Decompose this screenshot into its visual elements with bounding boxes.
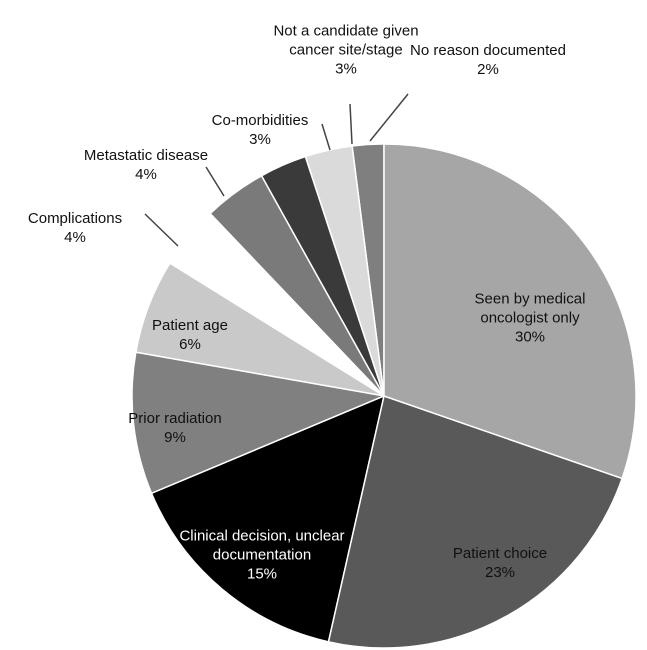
percent-label: 23% xyxy=(484,564,516,581)
slice-label: Seen by medical oncologist only 30% xyxy=(445,290,615,347)
category-label: Metastatic disease xyxy=(83,147,209,164)
percent-label: 2% xyxy=(477,61,499,78)
slice-label: Not a candidate given cancer site/stage 3… xyxy=(251,22,441,79)
category-label: Not a candidate given cancer site/stage xyxy=(273,22,419,59)
slice-label: No reason documented 2% xyxy=(393,41,583,79)
percent-label: 9% xyxy=(164,429,186,446)
slice-label: Metastatic disease 4% xyxy=(51,146,241,184)
leader-lines xyxy=(144,93,409,247)
leader-line xyxy=(369,93,409,142)
leader-line xyxy=(349,103,353,145)
pie-slice xyxy=(327,395,624,649)
percent-label: 6% xyxy=(179,336,201,353)
category-label: Co-morbidities xyxy=(211,112,309,129)
percent-label: 4% xyxy=(135,166,157,183)
category-label: No reason documented xyxy=(410,42,566,59)
percent-label: 30% xyxy=(514,328,546,346)
pie-slice xyxy=(150,394,386,643)
slice-label: Patient choice 23% xyxy=(415,544,585,582)
leader-line xyxy=(144,213,179,247)
slice-label: Complications 4% xyxy=(0,209,170,247)
category-label: Patient choice xyxy=(452,545,548,562)
percent-label: 3% xyxy=(335,60,357,78)
leader-line xyxy=(321,123,331,151)
percent-label: 4% xyxy=(64,229,86,246)
category-label: Clinical decision, unclear documentation xyxy=(179,527,345,564)
leader-line xyxy=(205,166,225,197)
pie-slice xyxy=(383,143,637,480)
category-label: Prior radiation xyxy=(128,410,222,427)
category-label: Seen by medical oncologist only xyxy=(474,290,586,327)
slice-label: Patient age 6% xyxy=(105,316,275,354)
category-label: Complications xyxy=(27,210,123,227)
percent-label: 3% xyxy=(249,131,271,148)
slice-label: Prior radiation 9% xyxy=(90,409,260,447)
category-label: Patient age xyxy=(152,317,228,334)
percent-label: 15% xyxy=(246,565,278,583)
slice-label: Co-morbidities 3% xyxy=(165,111,355,149)
pie-slice xyxy=(131,351,387,495)
slice-label: Clinical decision, unclear documentation… xyxy=(177,527,347,584)
